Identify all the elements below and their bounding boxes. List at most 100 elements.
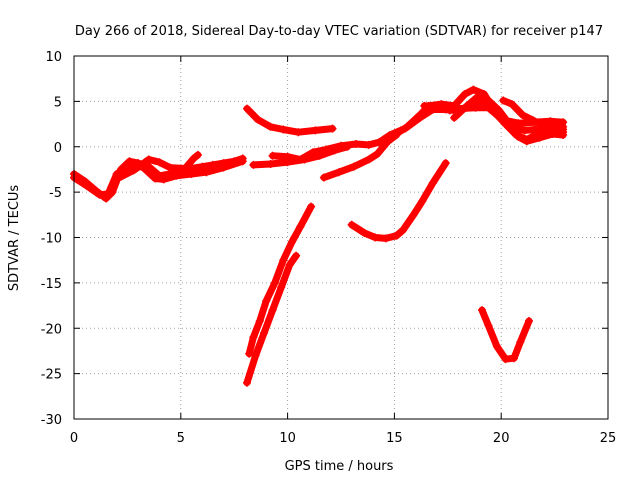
data-point	[266, 160, 275, 168]
y-tick-label: -30	[41, 413, 62, 428]
data-point	[187, 170, 196, 178]
data-point	[104, 189, 113, 198]
data-point	[337, 141, 345, 150]
data-point	[420, 101, 429, 110]
data-point	[95, 190, 104, 199]
y-axis-label: SDTVAR / TECUs	[7, 185, 22, 292]
data-point	[270, 278, 279, 287]
plot-frame	[73, 55, 609, 420]
y-tick-label: -15	[41, 277, 62, 292]
y-tick-label: 10	[45, 50, 62, 65]
data-point	[499, 96, 508, 105]
data-point	[507, 100, 516, 109]
series-line	[117, 151, 202, 181]
data-point	[384, 137, 392, 146]
data-point	[307, 202, 316, 211]
y-tick-label: 0	[54, 141, 62, 156]
data-point	[296, 222, 305, 231]
data-point	[279, 256, 288, 265]
data-point	[381, 234, 390, 243]
data-point	[516, 337, 525, 346]
data-point	[238, 157, 247, 166]
x-tick-label: 20	[493, 431, 510, 446]
series-line	[348, 159, 450, 242]
data-point	[202, 168, 211, 177]
y-tick-label: -20	[41, 322, 62, 337]
data-point	[151, 174, 160, 183]
data-point	[495, 106, 504, 115]
series-line	[243, 252, 300, 387]
data-point	[529, 116, 538, 125]
data-point	[525, 317, 533, 325]
y-tick-label: -10	[41, 232, 62, 247]
data-point	[360, 229, 369, 237]
data-point	[117, 172, 125, 181]
data-point	[155, 158, 164, 167]
data-point	[287, 238, 296, 246]
data-point	[478, 306, 486, 315]
data-point	[418, 197, 427, 206]
data-point	[193, 150, 202, 159]
data-point	[189, 154, 198, 163]
data-point	[409, 210, 418, 219]
x-tick-label: 10	[279, 431, 296, 446]
data-point	[492, 342, 501, 351]
data-point	[245, 349, 254, 358]
y-tick-label: 5	[54, 95, 62, 110]
data-point	[268, 306, 277, 315]
data-point	[518, 111, 527, 119]
data-point	[322, 145, 330, 154]
data-point	[460, 90, 469, 99]
data-point	[501, 355, 510, 364]
x-tick-label: 25	[600, 431, 617, 446]
data-point	[219, 163, 228, 172]
data-series	[70, 85, 568, 387]
data-point	[364, 155, 373, 164]
data-point	[539, 121, 548, 130]
data-point	[522, 135, 531, 144]
data-point	[445, 106, 454, 115]
data-point	[249, 160, 258, 169]
axis-ticks: 0 5 10 15 20 25 -30 -25 -20 -15 -10 -5 0 5 10	[41, 50, 617, 446]
data-point	[243, 378, 251, 387]
data-point	[347, 220, 356, 229]
data-point	[433, 101, 442, 110]
grid-lines	[74, 56, 608, 419]
data-point	[285, 260, 294, 269]
data-point	[253, 115, 262, 124]
data-point	[292, 251, 301, 260]
data-point	[520, 126, 529, 135]
data-point	[484, 321, 493, 330]
data-point	[375, 138, 384, 147]
data-point	[392, 231, 401, 240]
x-tick-label: 15	[386, 431, 403, 446]
series-line	[478, 306, 533, 363]
series-line	[450, 93, 567, 136]
data-point	[311, 126, 320, 135]
data-point	[401, 124, 410, 133]
data-point	[473, 92, 482, 101]
data-point	[559, 122, 568, 131]
data-point	[319, 173, 328, 182]
data-point	[416, 113, 424, 122]
x-axis-label: GPS time / hours	[285, 459, 394, 474]
data-point	[352, 140, 360, 148]
data-point	[328, 124, 337, 133]
data-point	[283, 152, 292, 161]
data-point	[349, 162, 358, 171]
data-point	[144, 155, 153, 164]
data-point	[277, 283, 286, 292]
data-point	[398, 226, 407, 235]
data-point	[371, 233, 380, 242]
data-point	[309, 148, 318, 157]
data-point	[129, 166, 138, 175]
data-point	[510, 354, 518, 363]
x-tick-label: 0	[70, 431, 78, 446]
data-point	[262, 297, 271, 305]
data-point	[243, 104, 251, 113]
data-point	[373, 150, 382, 158]
data-point	[296, 155, 305, 164]
data-point	[364, 140, 373, 149]
data-point	[172, 171, 181, 180]
data-point	[334, 168, 343, 177]
